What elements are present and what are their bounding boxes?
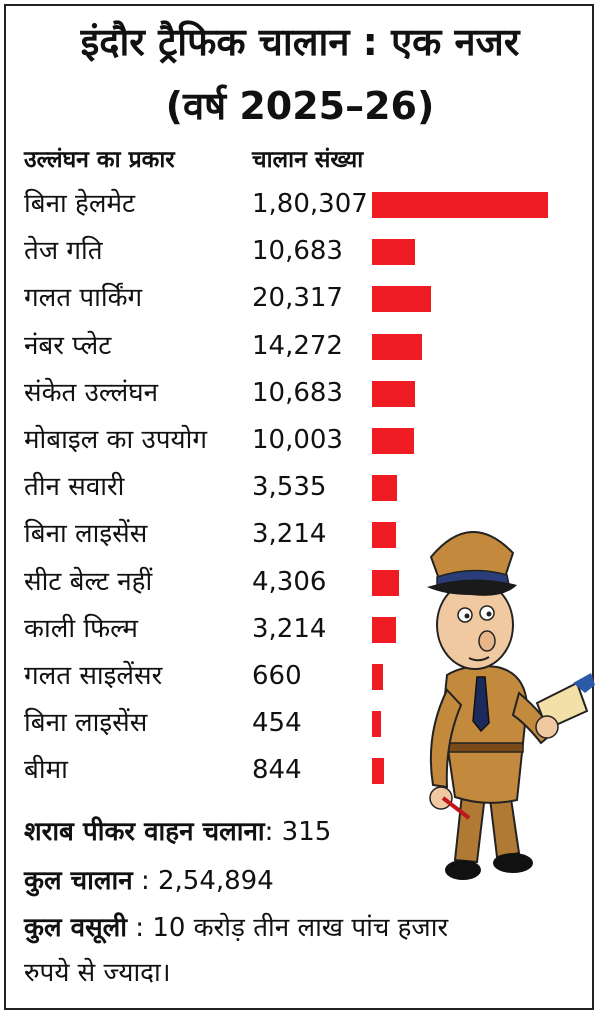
- chart-row: गलत साइलेंसर 660: [0, 653, 600, 699]
- traffic-police-illustration: [427, 531, 595, 880]
- chart-row: बिना लाइसेंस 3,214: [0, 511, 600, 557]
- total-recovery-value-cont: रुपये से ज्यादा।: [24, 958, 171, 988]
- data-label: 454: [252, 708, 302, 739]
- data-label: 4,306: [252, 566, 327, 597]
- category-label: बीमा: [24, 755, 68, 786]
- bar: [372, 239, 415, 266]
- bar: [372, 664, 383, 690]
- category-label: मोबाइल का उपयोग: [24, 425, 207, 455]
- chart-row: गलत पार्किंग 20,317: [0, 275, 600, 321]
- data-label: 3,214: [252, 519, 327, 550]
- bar: [372, 569, 400, 596]
- category-label: बिना लाइसेंस: [24, 519, 148, 550]
- category-label: गलत पार्किंग: [24, 283, 143, 314]
- chart-row: बीमा 844: [0, 747, 600, 793]
- total-recovery-line: कुल वसूली : 10 करोड़ तीन लाख पांच हजार: [24, 913, 448, 943]
- total-recovery-label: कुल वसूली: [24, 913, 128, 943]
- chart-row: बिना लाइसेंस 454: [0, 700, 600, 746]
- data-label: 660: [252, 661, 302, 691]
- infographic-frame: [4, 4, 594, 1010]
- data-label: 3,535: [252, 472, 327, 503]
- category-label: नंबर प्लेट: [24, 330, 112, 361]
- total-recovery-value: : 10 करोड़ तीन लाख पांच हजार: [127, 913, 449, 943]
- data-label: 3,214: [252, 613, 327, 644]
- drunk-driving-value: : 315: [264, 817, 332, 847]
- chart-row: काली फिल्म 3,214: [0, 606, 600, 652]
- category-label: गलत साइलेंसर: [24, 661, 163, 691]
- bar: [372, 522, 396, 549]
- data-label: 844: [252, 755, 302, 786]
- drunk-driving-label: शराब पीकर वाहन चलाना: [24, 817, 265, 847]
- chart-row: संकेत उल्लंघन 10,683: [0, 370, 600, 416]
- total-challan-value: : 2,54,894: [132, 866, 274, 896]
- data-label: 1,80,307: [252, 189, 368, 219]
- bar: [372, 380, 415, 407]
- chart-title: इंदौर ट्रैफिक चालान : एक नजर: [80, 20, 520, 64]
- chart-subtitle-year: (वर्ष 2025–26): [165, 84, 435, 128]
- bar: [372, 475, 397, 502]
- bar: [372, 333, 422, 360]
- category-label: सीट बेल्ट नहीं: [24, 566, 153, 597]
- bar: [372, 192, 548, 218]
- data-label: 10,683: [252, 236, 343, 267]
- chart-row: बिना हेलमेट 1,80,307: [0, 181, 600, 227]
- category-label: काली फिल्म: [24, 613, 138, 644]
- chart-row: नंबर प्लेट 14,272: [0, 323, 600, 369]
- bar: [372, 711, 381, 738]
- chart-row: सीट बेल्ट नहीं 4,306: [0, 559, 600, 605]
- data-label: 10,003: [252, 425, 343, 455]
- column-header-count: चालान संख्या: [252, 147, 364, 173]
- category-label: तीन सवारी: [24, 472, 125, 503]
- data-label: 14,272: [252, 330, 343, 361]
- category-label: संकेत उल्लंघन: [24, 377, 159, 408]
- bar: [372, 616, 396, 643]
- category-label: बिना लाइसेंस: [24, 708, 148, 739]
- data-label: 20,317: [252, 283, 343, 314]
- bar: [372, 758, 384, 785]
- chart-row: तेज गति 10,683: [0, 228, 600, 274]
- category-label: तेज गति: [24, 236, 103, 267]
- chart-row: तीन सवारी 3,535: [0, 464, 600, 510]
- chart-row: मोबाइल का उपयोग 10,003: [0, 417, 600, 463]
- category-label: बिना हेलमेट: [24, 189, 136, 219]
- data-label: 10,683: [252, 377, 343, 408]
- bar: [372, 286, 432, 313]
- column-header-category: उल्लंघन का प्रकार: [24, 147, 175, 173]
- total-challan-line: कुल चालान : 2,54,894: [24, 866, 274, 896]
- total-challan-label: कुल चालान: [24, 866, 133, 896]
- bar: [372, 428, 414, 454]
- drunk-driving-line: शराब पीकर वाहन चलाना: 315: [24, 817, 331, 847]
